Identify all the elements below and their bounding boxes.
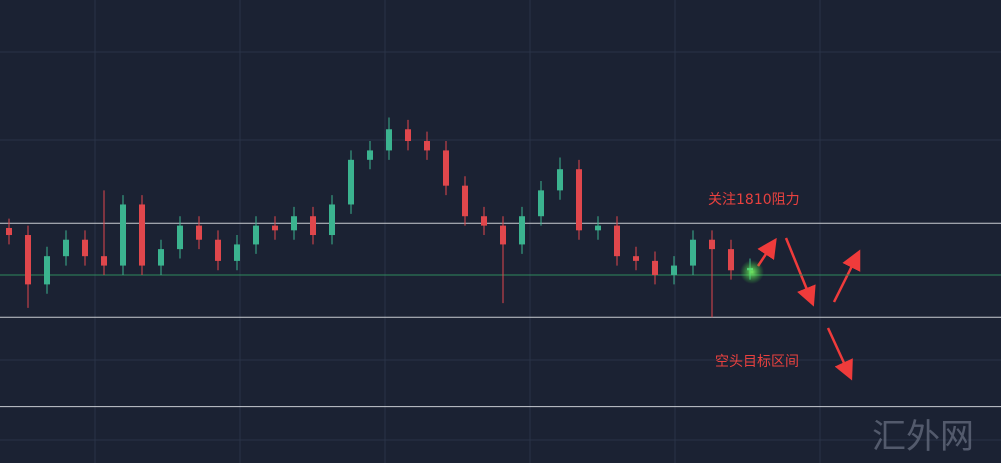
candle-body — [310, 216, 316, 236]
candle-body — [424, 141, 430, 151]
candle-body — [82, 239, 88, 257]
candle-body — [557, 169, 563, 191]
annotation: 关注1810阻力 — [708, 192, 800, 208]
candle-body — [272, 225, 278, 231]
candle-body — [519, 216, 525, 245]
candle-body — [234, 244, 240, 261]
candle-body — [196, 225, 202, 240]
candle-body — [139, 204, 145, 266]
candle-body — [253, 225, 259, 245]
candle-body — [709, 239, 715, 250]
candle-body — [25, 235, 31, 285]
candle-body — [652, 260, 658, 275]
candle-body — [500, 225, 506, 245]
candle-body — [386, 129, 392, 151]
candle-body — [728, 249, 734, 271]
candle-body — [348, 159, 354, 205]
candle-body — [215, 239, 221, 261]
candle-body — [101, 256, 107, 266]
candle-body — [329, 204, 335, 236]
candle-body — [63, 239, 69, 257]
current-price-glow — [740, 260, 764, 284]
candle-body — [158, 249, 164, 266]
annotation: 空头目标区间 — [715, 354, 799, 370]
candle-body — [291, 216, 297, 231]
candle-body — [367, 150, 373, 160]
candle-body — [671, 265, 677, 275]
candle-body — [576, 169, 582, 231]
candle-body — [443, 150, 449, 186]
candle-body — [633, 256, 639, 261]
candle-body — [44, 256, 50, 285]
candle-body — [614, 225, 620, 257]
candle-body — [481, 216, 487, 226]
candle-body — [6, 227, 12, 236]
arrows — [756, 237, 861, 381]
candle-body — [405, 129, 411, 142]
candle-body — [177, 225, 183, 250]
candle-body — [690, 239, 696, 266]
candle-body — [538, 190, 544, 217]
candle-body — [120, 204, 126, 266]
candle-body — [595, 225, 601, 231]
candle-body — [462, 185, 468, 217]
watermark: 汇外网 — [872, 417, 974, 457]
